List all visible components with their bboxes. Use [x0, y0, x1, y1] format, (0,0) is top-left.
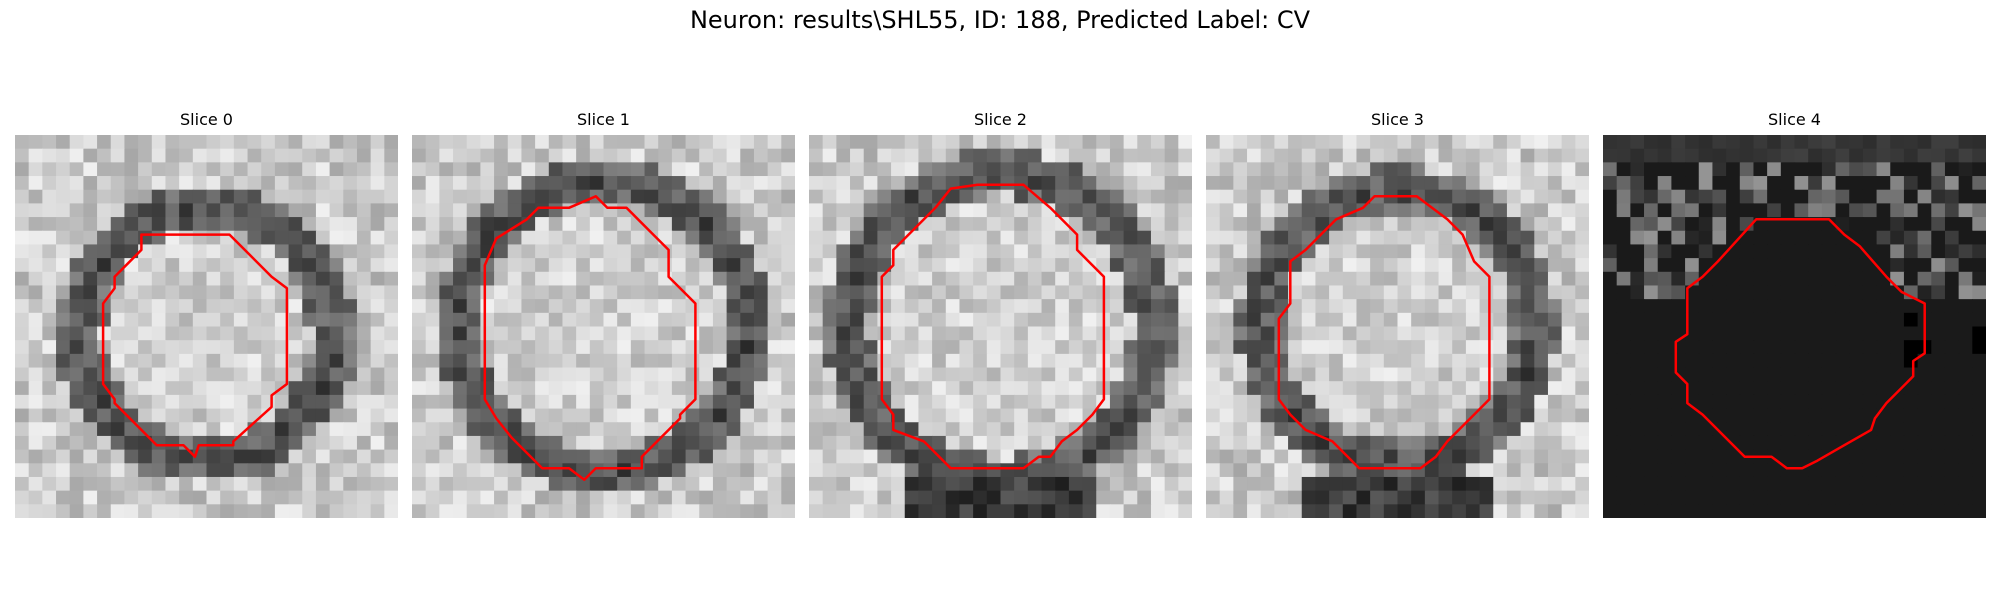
slice-image-svg [809, 135, 1192, 518]
segmentation-contour [1277, 195, 1491, 470]
segmentation-contour [483, 195, 697, 481]
slice-image-3 [1206, 135, 1589, 518]
slice-image-0 [15, 135, 398, 518]
slice-image-4 [1603, 135, 1986, 518]
slice-image-2 [809, 135, 1192, 518]
figure-title: Neuron: results\SHL55, ID: 188, Predicte… [689, 6, 1311, 34]
slice-title: Slice 3 [1371, 110, 1424, 129]
segmentation-contour [880, 183, 1106, 470]
slice-image-svg [1603, 135, 1986, 518]
slice-title: Slice 4 [1768, 110, 1821, 129]
slice-title: Slice 1 [577, 110, 630, 129]
slice-image-svg [1206, 135, 1589, 518]
slice-image-svg [412, 135, 795, 518]
slice-title: Slice 0 [180, 110, 233, 129]
slice-title: Slice 2 [974, 110, 1027, 129]
segmentation-contour [101, 233, 289, 458]
slice-image-1 [412, 135, 795, 518]
slice-image-svg [15, 135, 398, 518]
segmentation-contour [1674, 218, 1926, 470]
